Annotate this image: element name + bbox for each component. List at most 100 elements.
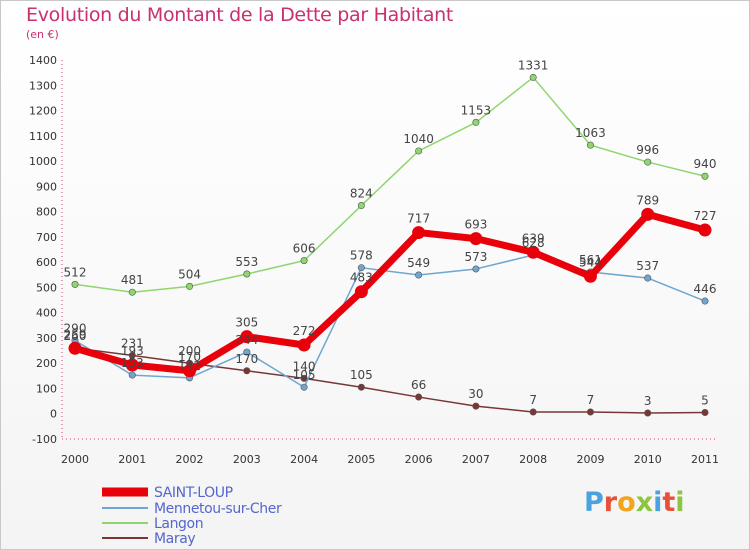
data-point [586, 408, 594, 416]
y-tick-label: 300 [36, 332, 57, 345]
data-point [472, 118, 480, 126]
data-label: 170 [235, 352, 258, 366]
y-tick-label: 200 [36, 357, 57, 370]
data-label: 824 [350, 187, 373, 201]
data-label: 553 [235, 255, 258, 269]
data-point [469, 232, 483, 246]
y-tick-label: 1000 [29, 155, 57, 168]
data-point [641, 207, 655, 221]
data-label: 639 [522, 231, 545, 245]
data-label: 1040 [403, 132, 434, 146]
y-tick-label: 900 [36, 180, 57, 193]
data-label: 7 [587, 393, 595, 407]
data-label: 66 [411, 378, 426, 392]
data-point [698, 223, 712, 237]
data-point [529, 73, 537, 81]
data-point [644, 409, 652, 417]
data-label: 259 [64, 327, 87, 341]
legend-label: SAINT-LOUP [154, 485, 233, 501]
series-line [74, 254, 706, 388]
data-label: 549 [407, 256, 430, 270]
data-label: 996 [636, 143, 659, 157]
data-point [71, 280, 79, 288]
series-layer [68, 73, 712, 417]
data-point [300, 374, 308, 382]
data-point [701, 297, 709, 305]
y-tick-label: 500 [36, 281, 57, 294]
data-label: 30 [468, 387, 483, 401]
data-point [357, 264, 365, 272]
data-label: 260 [64, 329, 87, 343]
proxiti-logo: Proxiti [584, 487, 685, 518]
y-tick-label: 800 [36, 206, 57, 219]
x-tick-label: 2009 [576, 453, 604, 466]
data-label: 573 [464, 250, 487, 264]
y-tick-label: 100 [36, 382, 57, 395]
data-point [644, 274, 652, 282]
series-line [74, 347, 706, 414]
y-tick-label: 400 [36, 307, 57, 320]
y-tick-label: 0 [50, 408, 57, 421]
data-point [412, 226, 426, 240]
chart-title: Evolution du Montant de la Dette par Hab… [26, 4, 454, 26]
y-tick-label: 600 [36, 256, 57, 269]
data-label: 105 [293, 368, 316, 382]
data-point [415, 271, 423, 279]
data-label: 628 [522, 236, 545, 250]
data-label: 537 [636, 259, 659, 273]
data-point [529, 408, 537, 416]
data-label: 544 [579, 255, 602, 269]
x-tick-label: 2008 [519, 453, 547, 466]
x-tick-label: 2003 [233, 453, 261, 466]
data-point [357, 202, 365, 210]
x-tick-label: 2005 [347, 453, 375, 466]
data-point [354, 285, 368, 299]
data-label: 1153 [461, 103, 492, 117]
series-line [74, 210, 706, 375]
data-label: 105 [350, 368, 373, 382]
data-point [300, 383, 308, 391]
data-label: 483 [350, 271, 373, 285]
y-tick-label: -100 [32, 433, 57, 446]
x-tick-label: 2000 [61, 453, 89, 466]
data-point [526, 245, 540, 259]
data-label: 153 [121, 356, 144, 370]
data-label: 5 [701, 393, 709, 407]
x-tick-label: 2011 [691, 453, 719, 466]
data-label: 561 [579, 253, 602, 267]
data-point [183, 364, 197, 378]
data-point [300, 257, 308, 265]
data-point [415, 393, 423, 401]
x-tick-label: 2004 [290, 453, 318, 466]
data-label: 1063 [575, 126, 606, 140]
data-label: 446 [694, 282, 717, 296]
data-point [297, 338, 311, 352]
data-point [701, 408, 709, 416]
x-tick-label: 2006 [405, 453, 433, 466]
data-label: 512 [64, 265, 87, 279]
data-point [243, 367, 251, 375]
y-tick-label: 1300 [29, 79, 57, 92]
legend-label: Mennetou-sur-Cher [154, 501, 282, 517]
data-point [415, 147, 423, 155]
data-point [243, 270, 251, 278]
data-label: 481 [121, 273, 144, 287]
data-label: 290 [64, 321, 87, 335]
y-tick-label: 1400 [29, 54, 57, 67]
legend-label: Maray [154, 531, 195, 547]
data-label: 578 [350, 249, 373, 263]
legend-label: Langon [154, 516, 203, 532]
data-label: 272 [293, 324, 316, 338]
data-point [583, 269, 597, 283]
data-point [586, 141, 594, 149]
data-label: 231 [121, 336, 144, 350]
data-label: 193 [121, 344, 144, 358]
data-point [644, 158, 652, 166]
data-label: 3 [644, 394, 652, 408]
x-tick-label: 2010 [634, 453, 662, 466]
data-point [357, 383, 365, 391]
axes: -100 0 100 200 300 400 500 600 700 800 900 1000 1100… [29, 54, 719, 466]
